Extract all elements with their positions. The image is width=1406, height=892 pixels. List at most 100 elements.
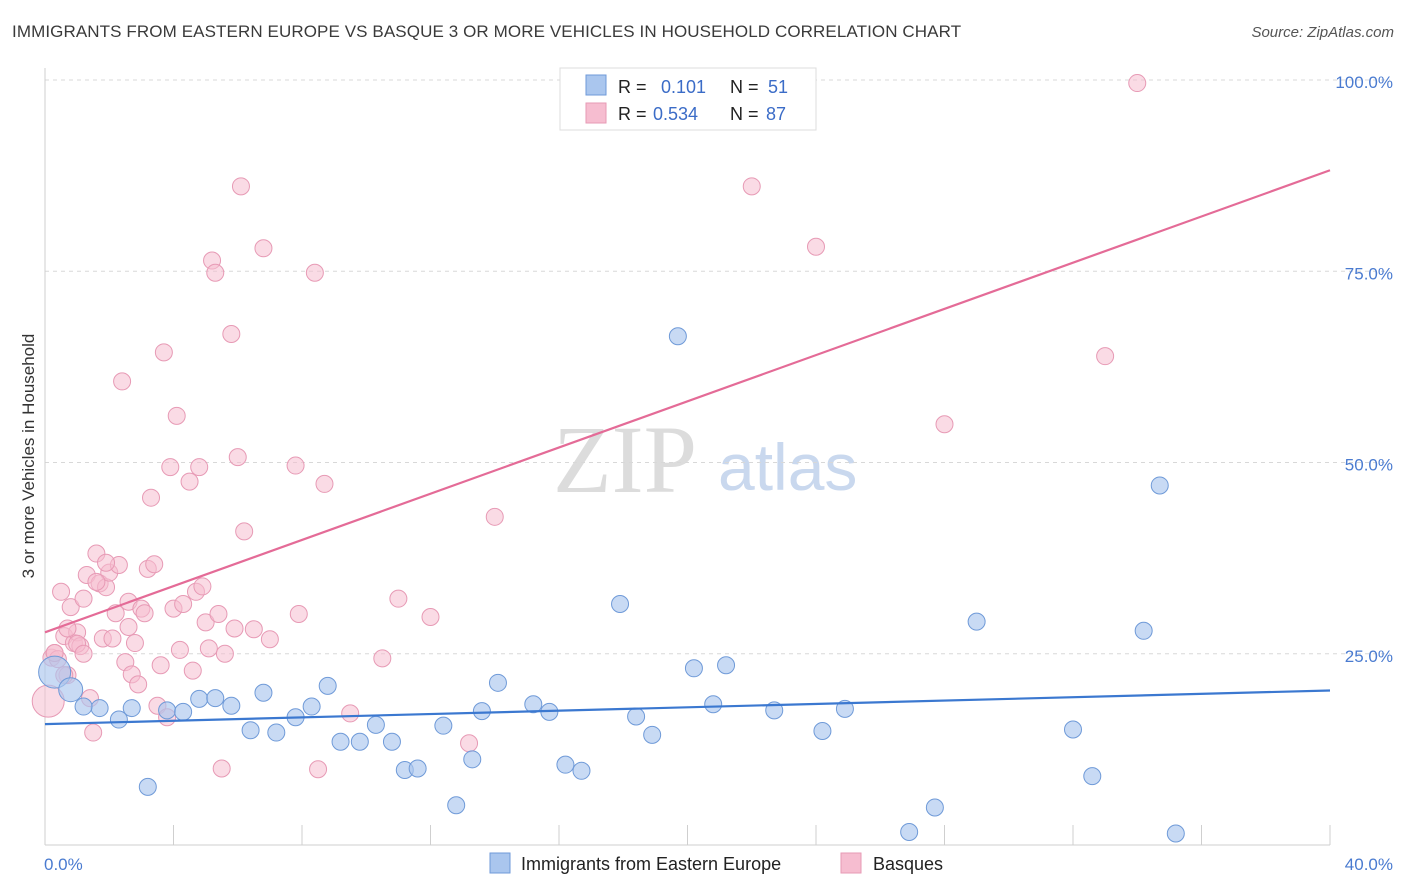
basques-point [212,759,231,778]
eastern-europe-point [967,612,986,631]
basques-point [74,644,93,663]
legend-swatch-blue [585,74,607,96]
basques-point [52,582,71,601]
basques-point [254,239,273,258]
eastern-europe-point [1064,720,1082,739]
eastern-europe-point [524,695,543,714]
basques-point [135,604,154,623]
basques-point [174,595,193,614]
bottom-legend-label-blue: Immigrants from Eastern Europe [521,854,781,874]
top-legend: R = 0.101 N = 51 R = 0.534 N = 87 [559,67,817,131]
eastern-europe-point [222,696,241,715]
eastern-europe-point [1166,824,1185,843]
bottom-legend: Immigrants from Eastern Europe Basques [489,852,943,874]
basques-point [231,177,250,196]
basques-point [145,555,164,574]
legend-n-label-blue: N = [730,77,759,97]
eastern-europe-point [627,707,646,726]
eastern-europe-point [556,755,575,774]
basques-point [196,613,215,632]
eastern-europe-point [302,697,321,716]
basques-point [260,630,279,649]
basques-point [199,639,218,658]
eastern-europe-point [254,683,273,702]
y-tick-label: 100.0% [1335,73,1393,92]
eastern-europe-point [74,697,93,716]
eastern-europe-point [572,761,591,780]
basques-point [180,472,199,491]
basques-point [286,456,305,475]
basques-point [87,572,106,591]
watermark-atlas: atlas [718,430,857,504]
bottom-legend-label-pink: Basques [873,854,943,874]
basques-point [222,324,241,343]
tick-labels: 25.0% 50.0% 75.0% 100.0% 0.0% 40.0% [44,73,1393,874]
eastern-europe-point [717,656,736,675]
eastern-europe-point [318,676,337,695]
eastern-europe-point [174,702,193,721]
eastern-europe-point [158,701,177,720]
basques-point [244,620,263,639]
eastern-europe-point [267,723,286,742]
basques-point [421,608,440,627]
basques-point [309,760,328,779]
y-tick-label: 75.0% [1345,264,1393,283]
source-label: Source: ZipAtlas.com [1251,24,1394,41]
basques-point [209,604,228,623]
basques-point [1128,74,1147,93]
y-tick-label: 25.0% [1345,647,1393,666]
basques-point [154,343,173,362]
basques-point [225,619,244,638]
basques-point [125,634,144,653]
basques-point [215,644,234,663]
eastern-europe-point [813,722,832,741]
basques-point [341,704,360,723]
eastern-europe-point [643,725,662,744]
basques-point [103,629,122,648]
basques-point [485,507,504,526]
eastern-europe-point [1134,621,1153,640]
basques-point [183,661,202,680]
basques-point [167,406,186,425]
basques-point [161,458,180,477]
eastern-europe-point [472,702,491,721]
eastern-europe-point [38,655,72,689]
y-axis-label: 3 or more Vehicles in Household [19,334,38,579]
bottom-legend-swatch-pink [840,852,862,874]
legend-r-label-blue: R = [618,77,647,97]
basques-point [142,488,161,507]
chart-title: IMMIGRANTS FROM EASTERN EUROPE VS BASQUE… [12,22,962,41]
basques-point [289,604,308,623]
eastern-europe-point [463,750,482,769]
trend-lines [44,169,1331,726]
legend-r-value-pink: 0.534 [653,104,698,124]
eastern-europe-point [190,689,209,708]
legend-r-label-pink: R = [618,104,647,124]
basques-point [190,458,209,477]
eastern-europe-point [434,716,453,735]
basques-point [129,675,148,694]
basques-point [84,723,103,742]
eastern-europe-point [206,689,225,708]
basques-point [74,589,93,608]
eastern-europe-point [408,759,427,778]
basques-point [1096,347,1115,366]
basques-point [935,415,954,434]
basques-point [742,177,761,196]
basques-point [193,577,212,596]
eastern-europe-point [1150,476,1169,495]
y-tick-label: 50.0% [1345,456,1393,475]
eastern-europe-point [350,732,369,751]
eastern-europe-point [58,677,84,703]
basques-point [61,598,80,617]
eastern-europe-point [925,798,944,817]
basques-point [228,448,247,467]
eastern-europe-point [382,732,401,751]
basques-points [31,74,1147,779]
legend-swatch-pink [585,102,607,124]
basques-point [460,734,479,753]
eastern-europe-point [109,710,128,729]
eastern-europe-point [704,695,723,714]
eastern-europe-point [241,721,260,740]
basques-point [97,553,116,572]
